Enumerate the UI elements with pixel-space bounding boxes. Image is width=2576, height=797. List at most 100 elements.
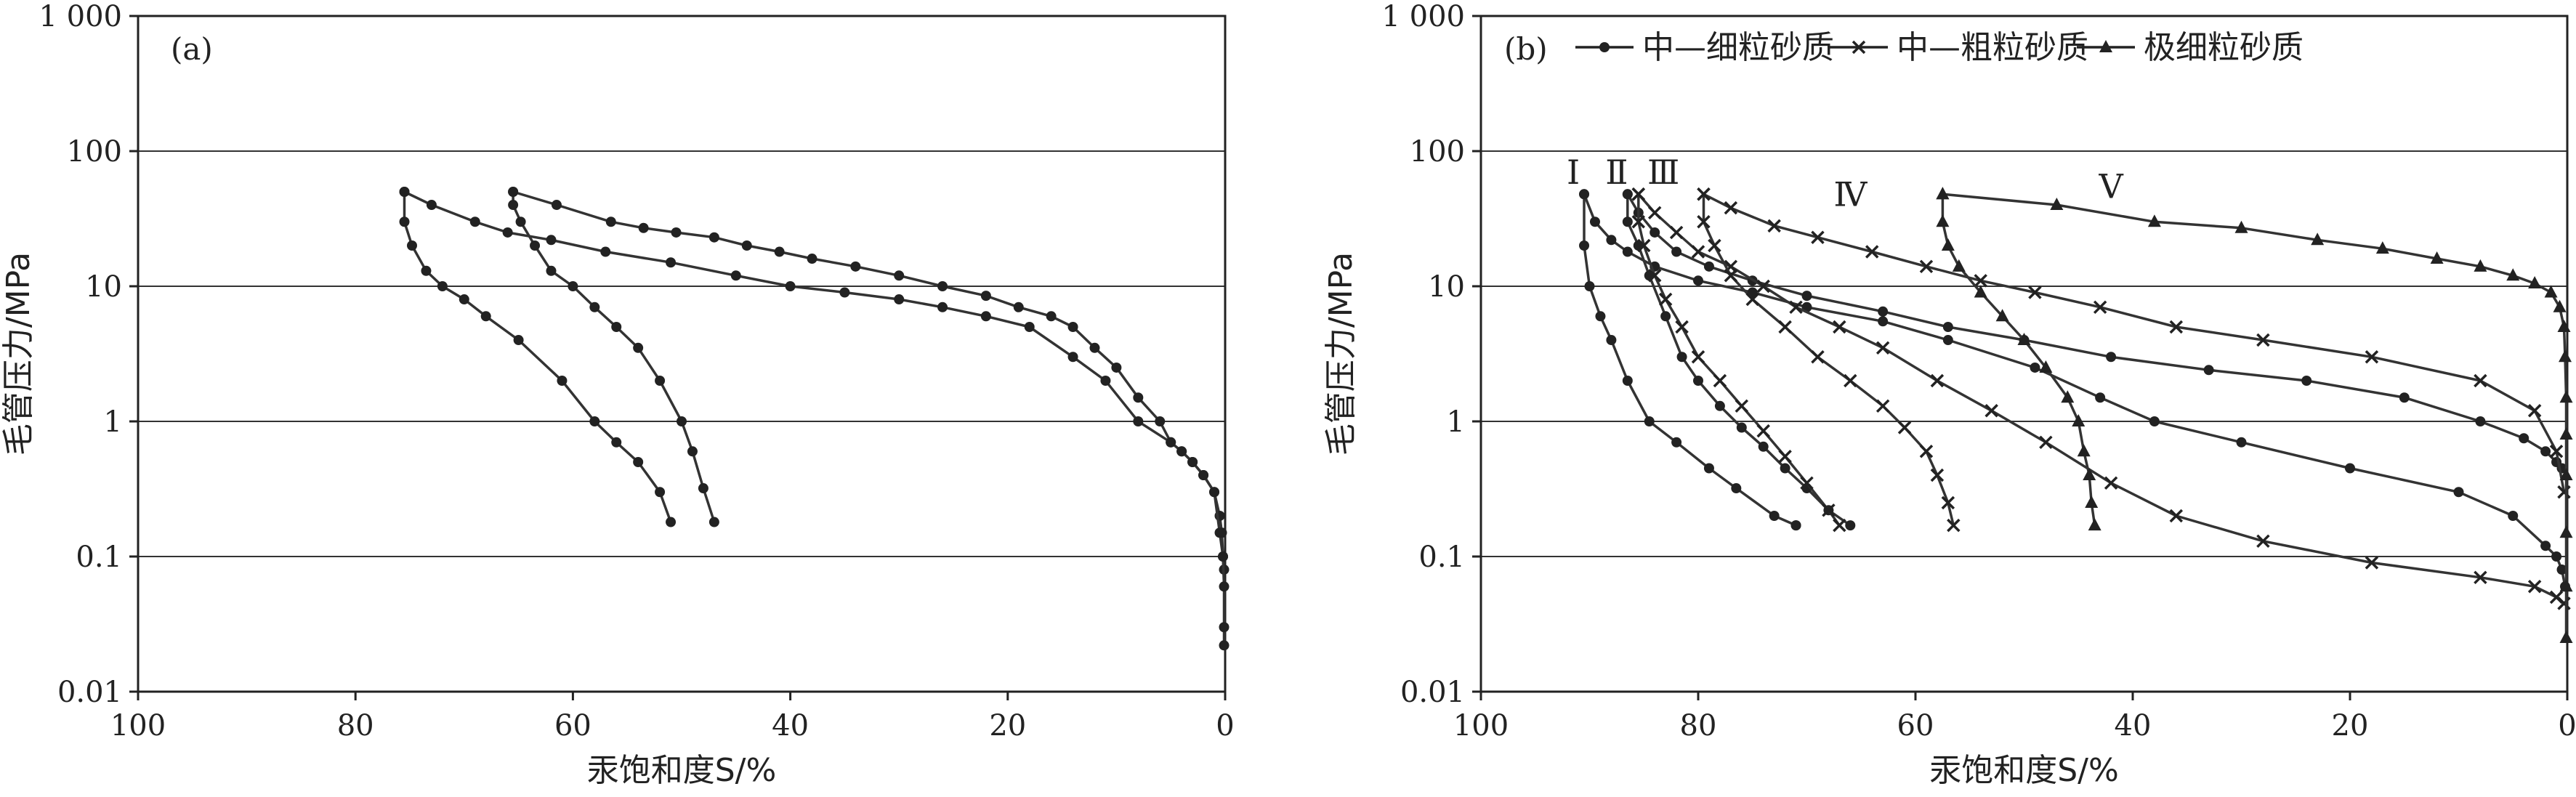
data-point	[1693, 275, 1703, 286]
data-point	[1658, 292, 1673, 307]
data-point	[426, 200, 437, 211]
data-point	[399, 217, 410, 227]
data-point	[894, 294, 905, 305]
data-point	[2061, 390, 2075, 403]
annotation-label: Ⅴ	[2098, 166, 2123, 206]
series-8	[1697, 187, 2571, 499]
data-point	[2149, 416, 2160, 426]
data-point	[2085, 495, 2099, 508]
data-point	[655, 376, 666, 387]
data-point	[708, 517, 719, 527]
data-point	[2072, 414, 2086, 426]
data-point	[2169, 509, 2184, 523]
x-tick-label: 60	[554, 709, 591, 743]
data-point	[1697, 187, 1711, 201]
data-point	[1811, 230, 1825, 244]
data-point	[1693, 376, 1703, 387]
data-point	[1985, 404, 1998, 418]
x-tick-label: 40	[2115, 709, 2152, 743]
data-point	[1758, 441, 1769, 452]
x-axis-title: 汞饱和度S/%	[1929, 752, 2119, 789]
data-point	[1697, 215, 1711, 229]
data-point	[2039, 435, 2053, 450]
data-point	[2557, 319, 2571, 332]
data-point	[546, 265, 557, 276]
data-point	[785, 281, 796, 291]
data-point	[1579, 189, 1590, 200]
data-point	[1833, 518, 1846, 533]
y-tick-label: 1	[104, 405, 122, 439]
data-point	[1647, 206, 1662, 220]
data-point	[530, 240, 541, 251]
data-point	[2028, 286, 2042, 299]
data-point	[1622, 217, 1633, 227]
data-point	[1606, 235, 1617, 246]
data-point	[1166, 437, 1176, 448]
data-point	[980, 311, 991, 322]
data-point	[1637, 238, 1651, 253]
data-point	[1767, 219, 1781, 233]
data-point	[1941, 238, 1955, 251]
legend-label: 极细粒砂质	[2144, 29, 2304, 66]
y-tick-label: 100	[67, 135, 122, 169]
series-1	[399, 186, 1230, 575]
data-point	[2050, 198, 2064, 211]
data-point	[1919, 445, 1934, 458]
data-point	[1778, 450, 1792, 464]
data-point	[741, 240, 752, 251]
data-point	[2474, 570, 2487, 585]
data-point	[406, 240, 417, 251]
data-point	[1756, 279, 1770, 294]
data-point	[2365, 350, 2379, 364]
data-point	[1800, 476, 1814, 490]
data-point	[1731, 483, 1742, 494]
data-point	[2559, 579, 2573, 592]
data-point	[1878, 306, 1889, 317]
data-point	[1974, 274, 1987, 288]
data-point	[568, 281, 578, 291]
y-tick-label: 1 000	[39, 0, 122, 33]
legend-label: 中—粗粒砂质	[1897, 29, 2088, 66]
data-point	[1631, 187, 1646, 201]
data-point	[508, 186, 519, 197]
data-point	[2017, 333, 2031, 346]
data-point	[1187, 456, 1198, 467]
data-point	[1089, 342, 1100, 353]
data-point	[1584, 281, 1595, 291]
series-3	[508, 186, 1230, 651]
data-point	[2311, 232, 2325, 246]
series-1	[1579, 189, 1801, 531]
data-point	[2099, 40, 2112, 52]
data-point	[611, 321, 622, 332]
data-point	[2430, 251, 2444, 264]
data-point	[2256, 333, 2270, 347]
series-10	[1936, 187, 2573, 643]
data-point	[1995, 309, 2009, 322]
data-point	[600, 246, 611, 257]
x-tick-label: 80	[337, 709, 374, 743]
data-point	[1703, 261, 1714, 272]
data-point	[2508, 511, 2519, 522]
data-point	[589, 302, 600, 312]
series-line	[1583, 194, 1797, 527]
x-tick-label: 100	[1453, 709, 1509, 743]
data-point	[1876, 399, 1890, 413]
data-point	[2527, 404, 2542, 418]
data-point	[2540, 541, 2551, 551]
data-point	[1218, 551, 1229, 562]
data-point	[2104, 476, 2118, 490]
data-point	[2095, 392, 2106, 403]
data-point	[1133, 392, 1144, 403]
data-point	[1691, 350, 1705, 364]
data-point	[2559, 349, 2572, 363]
data-point	[839, 287, 850, 298]
data-point	[677, 416, 687, 426]
y-tick-label: 100	[1410, 135, 1465, 169]
data-point	[2553, 299, 2567, 312]
series-line	[1703, 193, 2566, 493]
data-point	[1736, 422, 1747, 433]
series-4	[508, 186, 719, 527]
y-tick-label: 0.01	[1400, 676, 1465, 709]
data-point	[807, 254, 817, 264]
panel-label: (b)	[1504, 31, 1548, 67]
